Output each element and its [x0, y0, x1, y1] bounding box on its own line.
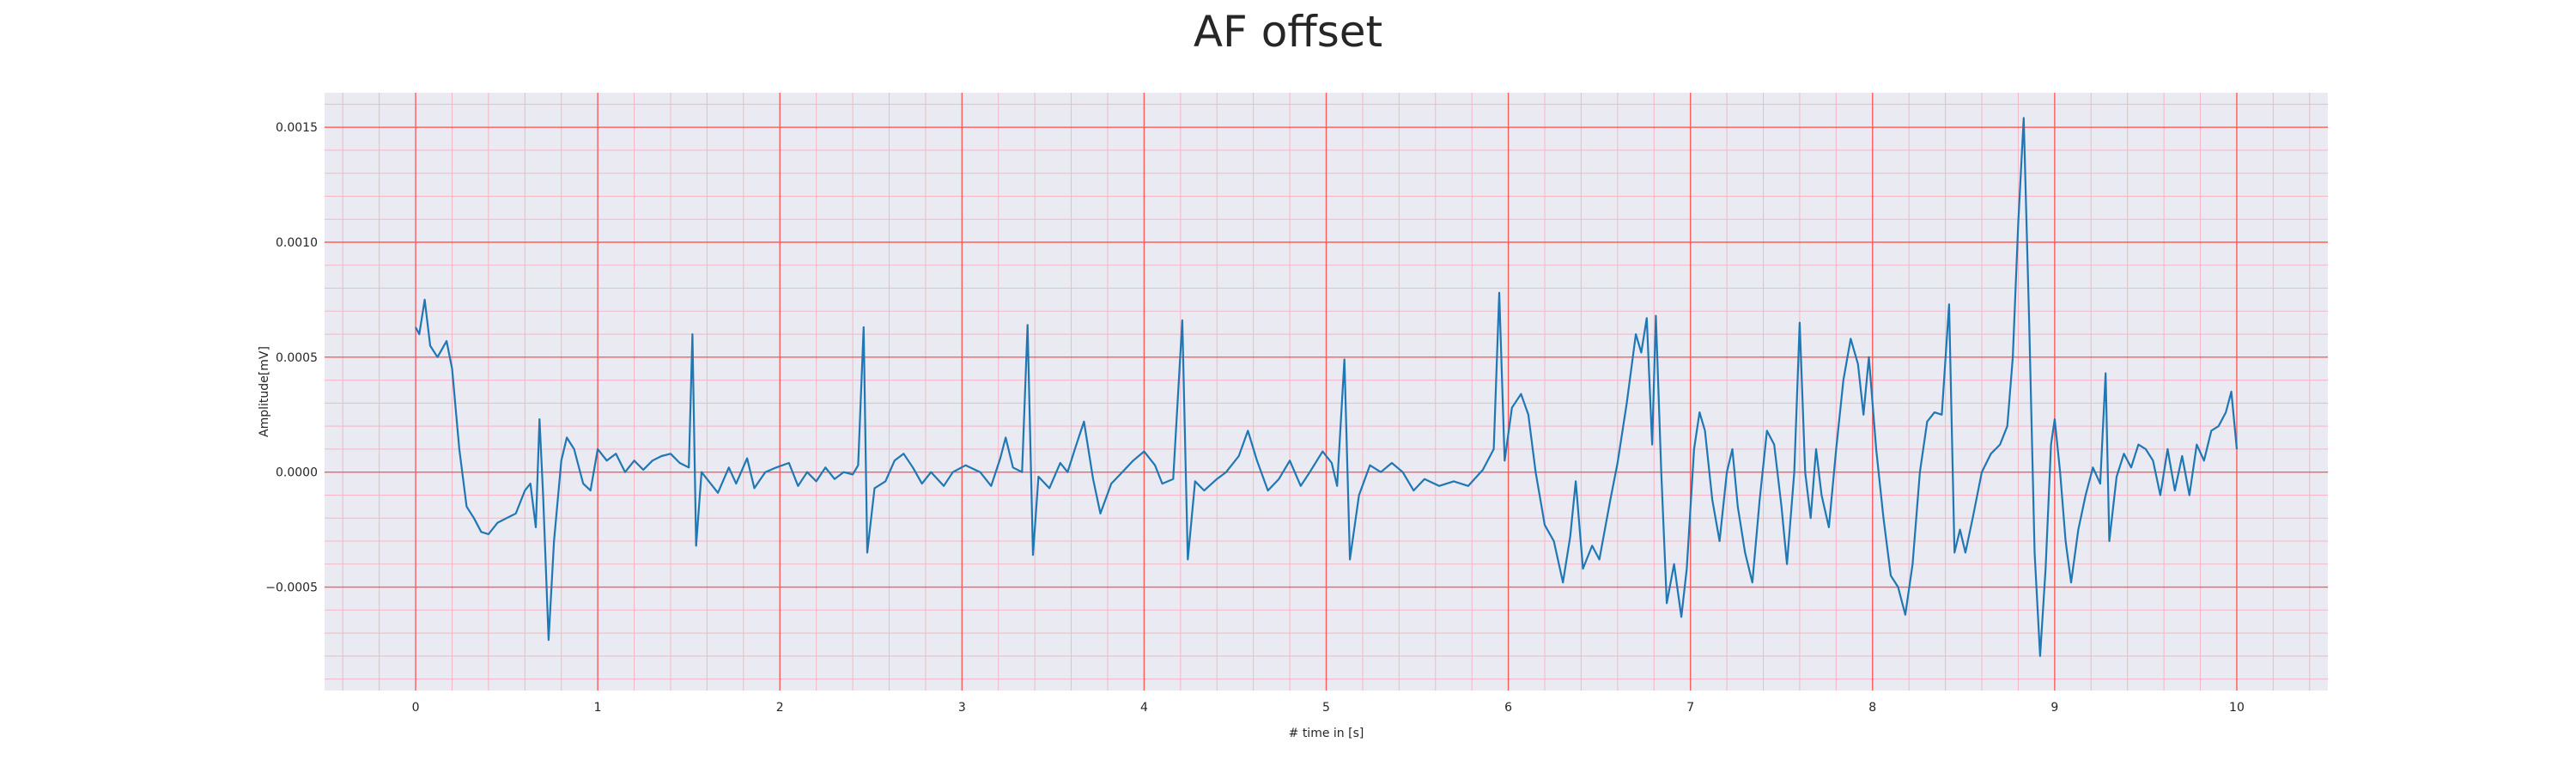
chart-title: AF offset [1193, 7, 1383, 57]
x-axis-label: # time in [s] [1289, 727, 1364, 740]
x-tick-label: 9 [2050, 701, 2058, 715]
x-tick-label: 8 [1868, 701, 1876, 715]
x-tick-label: 5 [1322, 701, 1330, 715]
y-tick-label: 0.0005 [276, 351, 318, 365]
y-tick-label: 0.0015 [276, 121, 318, 135]
y-axis-ticks: −0.0005 0.0000 0.0005 0.0010 0.0015 [265, 121, 318, 594]
x-tick-label: 2 [776, 701, 784, 715]
y-tick-label: 0.0010 [276, 236, 318, 250]
x-tick-label: 6 [1504, 701, 1512, 715]
x-axis-ticks: 0 1 2 3 4 5 6 7 8 9 10 [412, 701, 2245, 715]
x-tick-label: 7 [1686, 701, 1694, 715]
x-tick-label: 1 [594, 701, 602, 715]
major-grid [325, 93, 2328, 691]
x-tick-label: 0 [412, 701, 420, 715]
x-tick-label: 4 [1140, 701, 1148, 715]
y-axis-label: Amplitude[mV] [258, 346, 271, 437]
y-tick-label: 0.0000 [276, 466, 318, 480]
x-tick-label: 3 [958, 701, 966, 715]
y-tick-label: −0.0005 [265, 581, 318, 595]
x-tick-label: 10 [2229, 701, 2245, 715]
series-line [415, 117, 2239, 657]
